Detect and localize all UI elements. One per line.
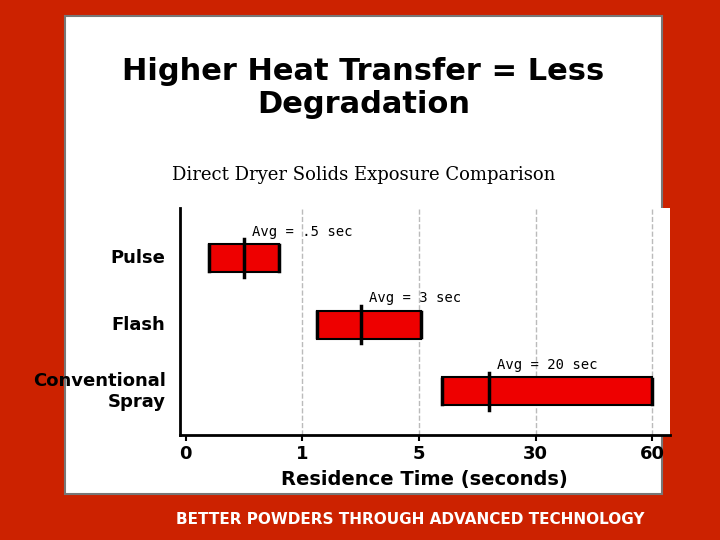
Text: Avg = 20 sec: Avg = 20 sec [497, 358, 598, 372]
Text: Avg = 3 sec: Avg = 3 sec [369, 291, 461, 305]
Text: Flash: Flash [112, 316, 166, 334]
Text: BETTER POWDERS THROUGH ADVANCED TECHNOLOGY: BETTER POWDERS THROUGH ADVANCED TECHNOLO… [176, 512, 644, 527]
Bar [317, 310, 421, 339]
Bar [442, 377, 652, 406]
Text: Conventional
Spray: Conventional Spray [32, 372, 166, 411]
X-axis label: Residence Time (seconds): Residence Time (seconds) [282, 470, 568, 489]
Text: Higher Heat Transfer = Less
Degradation: Higher Heat Transfer = Less Degradation [122, 57, 605, 119]
Text: Pulse: Pulse [111, 249, 166, 267]
Text: Avg = .5 sec: Avg = .5 sec [252, 225, 353, 239]
Text: Direct Dryer Solids Exposure Comparison: Direct Dryer Solids Exposure Comparison [172, 166, 555, 184]
Bar [209, 244, 279, 272]
